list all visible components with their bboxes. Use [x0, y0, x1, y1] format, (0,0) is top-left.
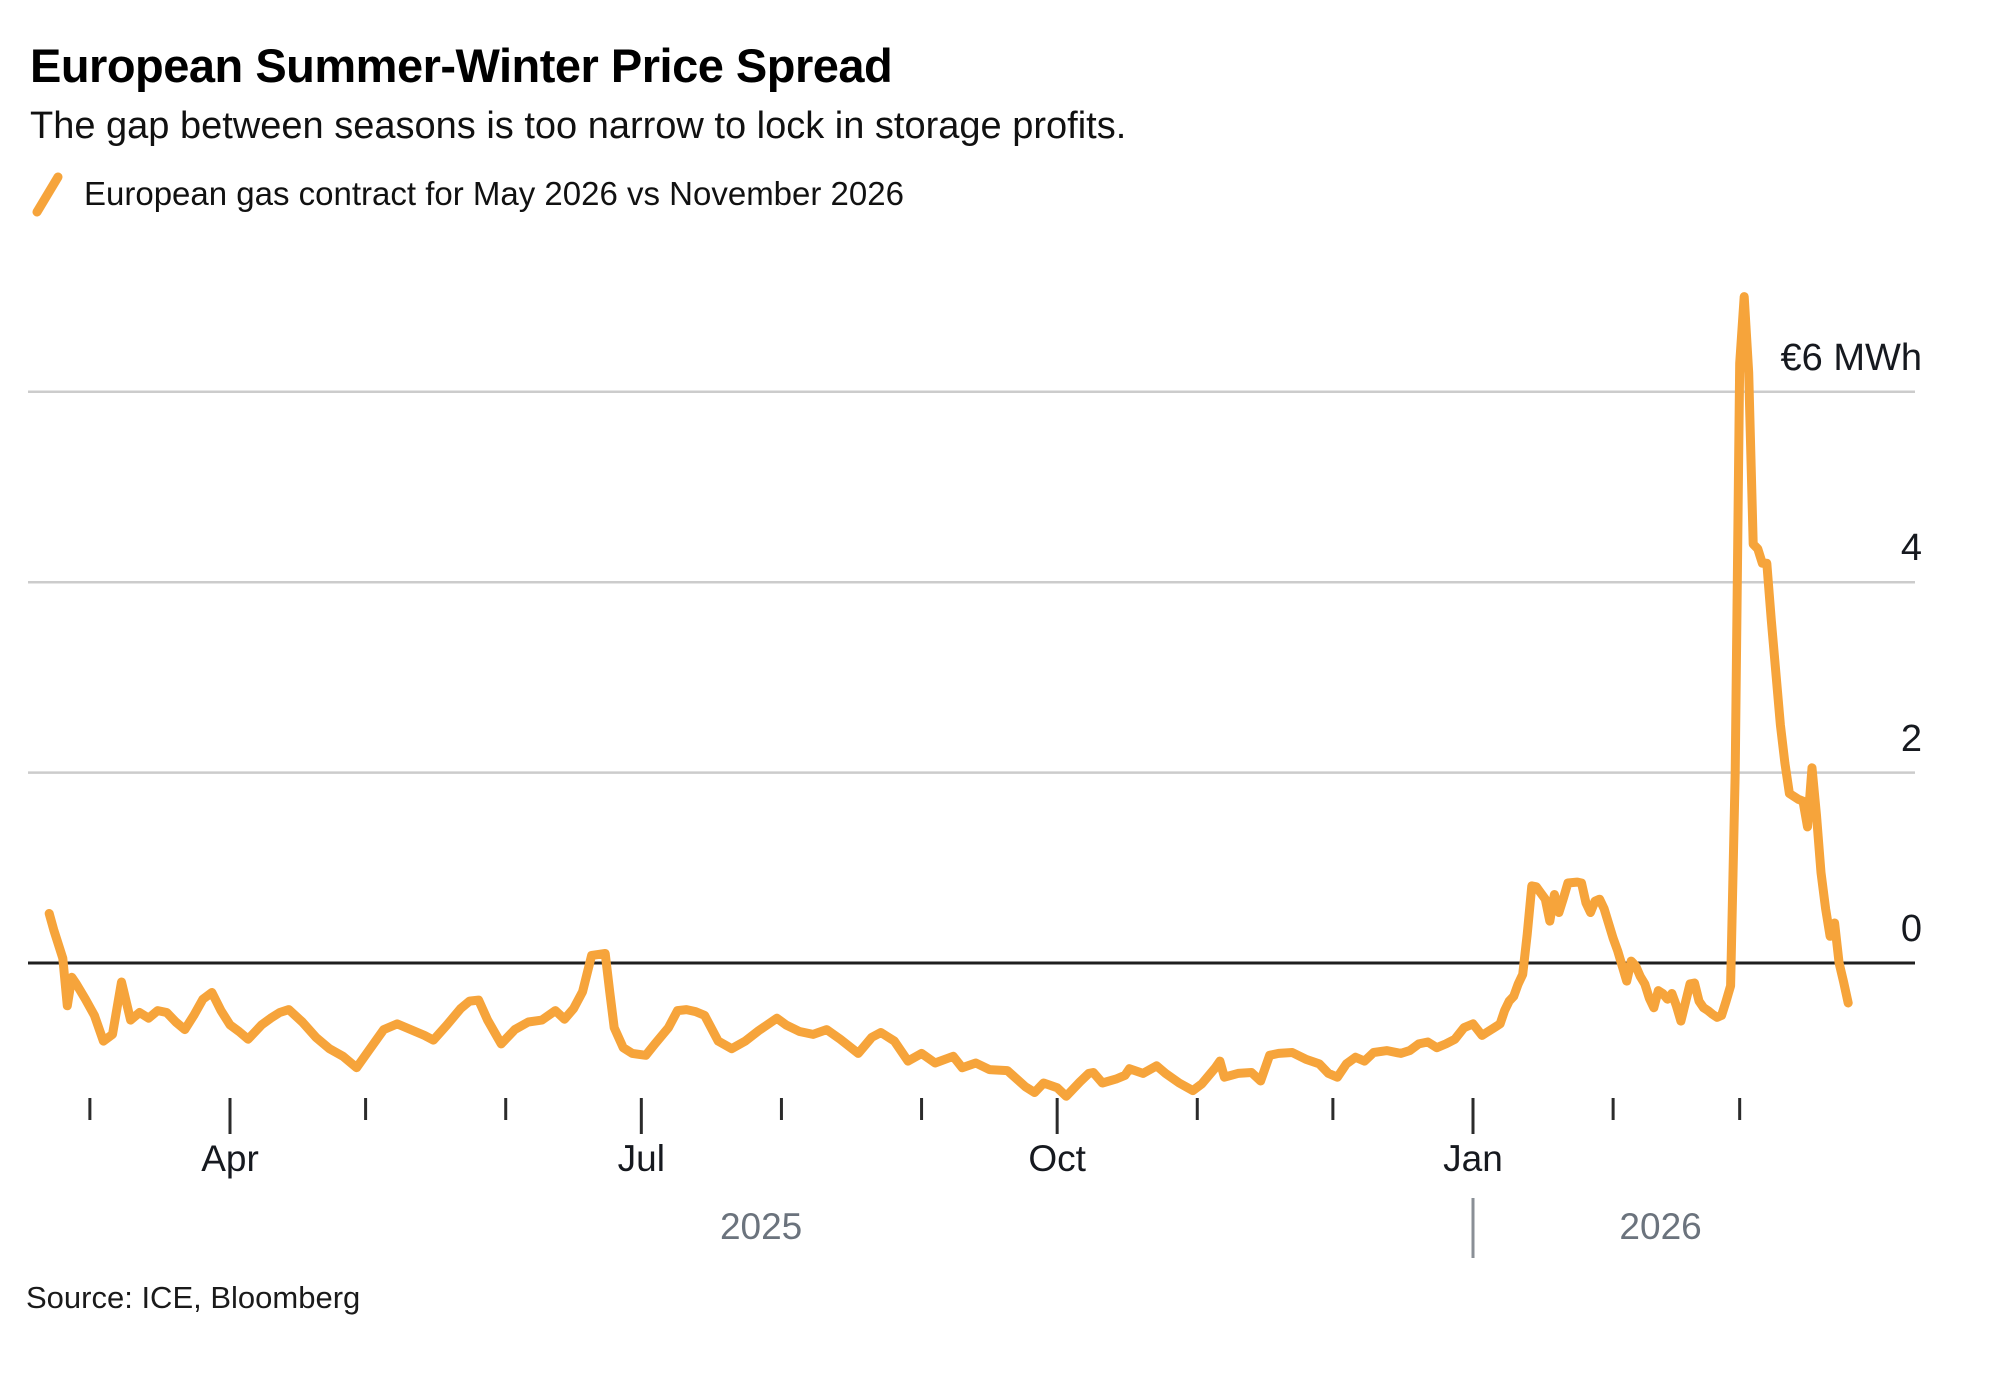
legend-slash-icon: [32, 172, 63, 217]
legend-series-label: European gas contract for May 2026 vs No…: [84, 175, 904, 212]
y-axis-label-0: 0: [1900, 908, 1922, 950]
x-axis-label-apr: Apr: [201, 1138, 259, 1179]
year-label-2025: 2025: [719, 1206, 803, 1247]
source-note: Source: ICE, Bloomberg: [26, 1280, 361, 1315]
x-axis-label-oct: Oct: [1028, 1138, 1086, 1179]
x-axis-label-jan: Jan: [1443, 1138, 1503, 1179]
page-title: European Summer-Winter Price Spread: [30, 39, 893, 92]
year-label-2026: 2026: [1619, 1206, 1702, 1247]
y-axis-label-4: 4: [1900, 527, 1922, 570]
legend: European gas contract for May 2026 vs No…: [30, 170, 904, 218]
x-axis-label-jul: Jul: [617, 1138, 665, 1179]
y-axis-label-2: 2: [1900, 717, 1922, 760]
page-subtitle: The gap between seasons is too narrow to…: [30, 105, 1127, 147]
series-line: [44, 292, 1853, 1101]
y-axis-label-6: €6 MWh: [1780, 336, 1922, 379]
